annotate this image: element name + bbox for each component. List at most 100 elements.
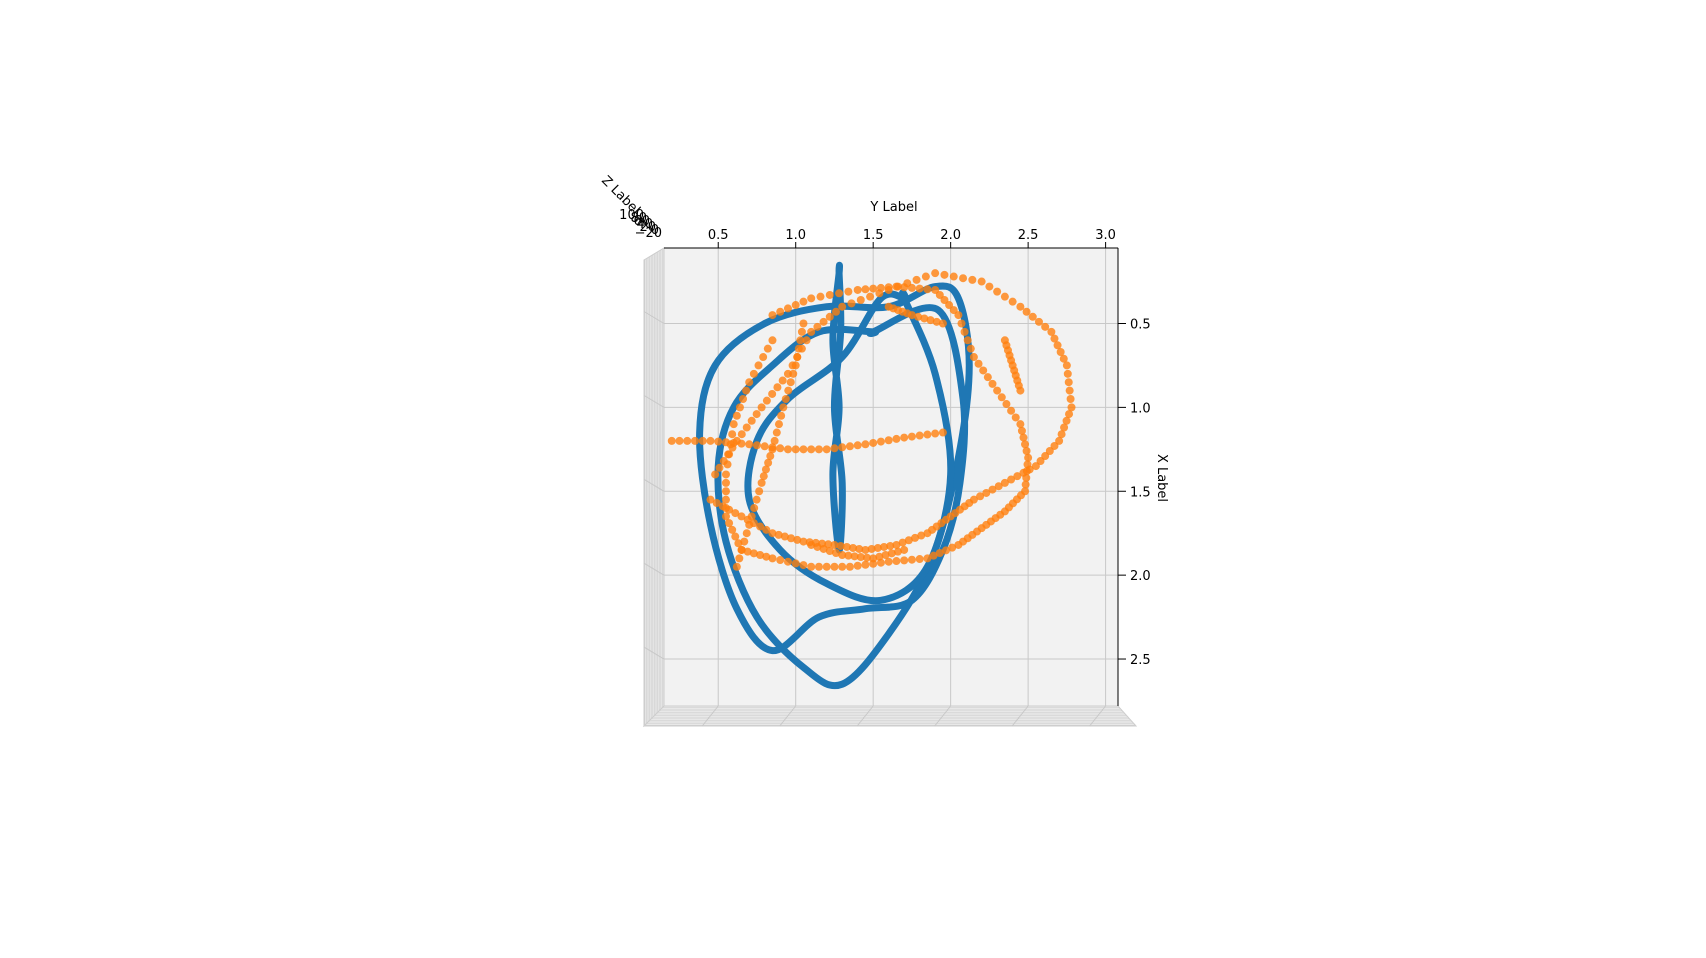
scatter-point — [706, 495, 715, 504]
scatter-point — [1041, 322, 1050, 331]
scatter-point — [819, 544, 828, 553]
y-tick-label: 2.0 — [940, 228, 961, 243]
scatter-point — [776, 307, 785, 316]
scatter-point — [875, 552, 884, 561]
x-gridline-depth — [643, 311, 665, 324]
scatter-series — [667, 269, 1076, 571]
scatter-point — [683, 436, 692, 445]
scatter-point — [737, 439, 746, 448]
scatter-point — [869, 554, 878, 563]
scatter-point — [884, 436, 893, 445]
scatter-point — [728, 430, 737, 439]
scatter-point — [752, 495, 761, 504]
scatter-point — [752, 441, 761, 450]
x-gridline-depth — [643, 478, 665, 492]
scatter-point — [1008, 297, 1017, 306]
scatter-point — [750, 504, 759, 513]
scatter-point — [766, 452, 775, 461]
scatter-point — [907, 432, 916, 441]
scatter-point — [799, 445, 808, 454]
scatter-point — [667, 436, 676, 445]
line-series-path — [744, 289, 955, 605]
z-tick-label: 20 — [639, 220, 656, 235]
scatter-point — [912, 275, 921, 284]
scatter-point — [739, 394, 748, 403]
scatter-point — [783, 445, 792, 454]
scatter-point — [761, 465, 770, 474]
scatter-point — [762, 396, 771, 405]
scatter-point — [963, 336, 972, 345]
scatter-point — [799, 537, 808, 546]
scatter-point — [1062, 361, 1071, 370]
scatter-point — [789, 369, 798, 378]
scatter-point — [773, 383, 782, 392]
scatter-point — [844, 287, 853, 296]
scatter-point — [907, 555, 916, 564]
scatter-point — [945, 301, 954, 310]
y-tick-label: 1.0 — [785, 228, 806, 243]
scatter-point — [728, 525, 737, 534]
x-gridline-depth — [643, 562, 665, 576]
scatter-point — [938, 319, 947, 328]
scatter-point — [1064, 378, 1073, 387]
scatter-point — [884, 283, 893, 292]
scatter-point — [721, 512, 730, 521]
scatter-point — [940, 270, 949, 279]
scatter-point — [907, 311, 916, 320]
scatter-point — [814, 445, 823, 454]
scatter-point — [869, 284, 878, 293]
scatter-point — [1065, 386, 1074, 395]
scatter-point — [731, 532, 740, 541]
scatter-point — [822, 445, 831, 454]
scatter-point — [787, 534, 796, 543]
scatter-point — [923, 285, 932, 294]
scatter-point — [819, 317, 828, 326]
scatter-point — [791, 559, 800, 568]
scatter-point — [923, 529, 932, 538]
y-gridline-depth — [856, 705, 874, 727]
x-tick-label: 1.5 — [1130, 485, 1151, 500]
scatter-point — [740, 537, 749, 546]
scatter-point — [915, 431, 924, 440]
x-gridline-depth — [643, 394, 665, 408]
scatter-point — [931, 269, 940, 278]
scatter-point — [747, 416, 756, 425]
scatter-point — [770, 436, 779, 445]
scatter-point — [726, 440, 735, 449]
scatter-point — [935, 290, 944, 299]
scatter-point — [938, 428, 947, 437]
scatter-point — [900, 556, 909, 565]
scatter-point — [721, 495, 730, 504]
scatter-point — [714, 437, 723, 446]
scatter-point — [898, 538, 907, 547]
scatter-point — [838, 551, 847, 560]
scatter-point — [1022, 467, 1031, 476]
scatter-point — [959, 274, 968, 283]
scatter-point — [784, 386, 793, 395]
y-gridline-depth — [701, 705, 719, 727]
scatter-point — [1067, 403, 1076, 412]
scatter-point — [796, 336, 805, 345]
scatter-point — [698, 436, 707, 445]
scatter-point — [935, 548, 944, 557]
scatter-point — [791, 301, 800, 310]
scatter-point — [1066, 394, 1075, 403]
scatter-point — [968, 275, 977, 284]
scatter-point — [729, 420, 738, 429]
scatter-point — [1028, 312, 1037, 321]
scatter-point — [737, 430, 746, 439]
scatter-point — [742, 423, 751, 432]
scatter-point — [974, 359, 983, 368]
scatter-point — [867, 544, 876, 553]
scatter-point — [776, 556, 785, 565]
scatter-point — [780, 532, 789, 541]
scatter-point — [799, 561, 808, 570]
x-axis-label: X Label — [1154, 454, 1169, 502]
scatter-point — [914, 312, 923, 321]
scatter-point — [838, 302, 847, 311]
scatter-point — [892, 282, 901, 291]
scatter-point — [873, 543, 882, 552]
scatter-point — [838, 562, 847, 571]
scatter-point — [949, 306, 958, 315]
scatter-point — [893, 547, 902, 556]
